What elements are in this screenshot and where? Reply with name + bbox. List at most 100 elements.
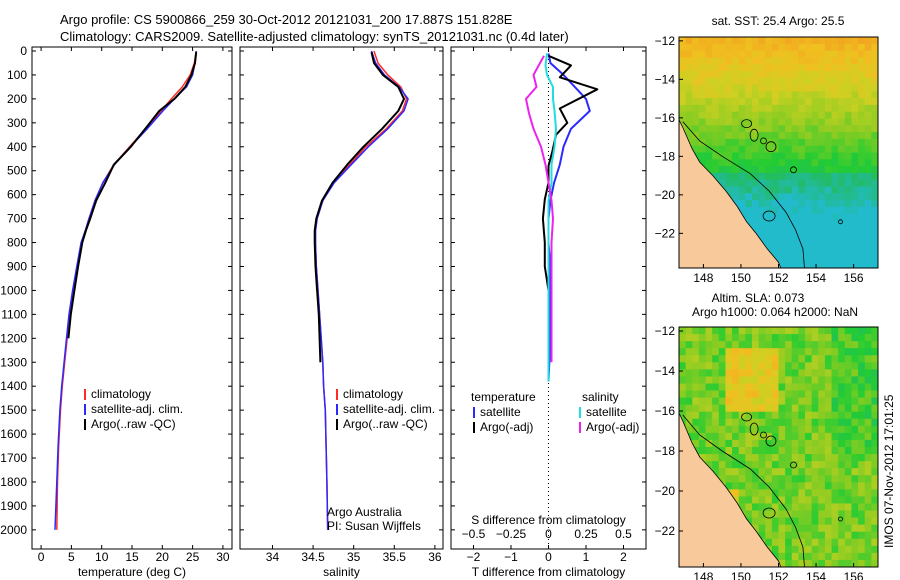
sla_map-cell — [844, 334, 853, 342]
sst_map-cell — [685, 84, 693, 92]
sla_map-cell — [811, 411, 819, 420]
sst_map-cell — [705, 132, 713, 140]
sst_map-cell — [838, 64, 846, 72]
sst_map-ytick-label: −20 — [655, 188, 676, 202]
sst_map-cell — [751, 111, 760, 120]
sla_map-cell — [805, 447, 813, 455]
sla_map-cell — [831, 545, 839, 554]
sla_map-cell — [712, 341, 720, 349]
sla_map-cell — [758, 482, 766, 490]
sla_map-cell — [791, 531, 799, 540]
sst_map-cell — [765, 118, 773, 126]
sst_map-cell — [838, 111, 846, 120]
sst_map-cell — [698, 84, 707, 92]
depth-tick-label: 2000 — [0, 523, 27, 537]
sla_map-cell — [791, 369, 799, 378]
sla_map-cell — [778, 454, 786, 462]
sst_map-cell — [765, 152, 773, 160]
sst_map-cell — [864, 50, 872, 58]
sla_map-cell — [765, 510, 773, 519]
sst_map-cell — [745, 193, 753, 201]
sst_map-cell — [712, 138, 720, 147]
sst_map-cell — [778, 111, 786, 120]
sst_map-cell — [745, 98, 753, 106]
sst_map-cell — [838, 200, 846, 208]
sst_map-cell — [798, 200, 806, 208]
sla_map-cell — [705, 383, 713, 392]
sla_map-cell — [751, 489, 760, 498]
sla_map-cell — [732, 425, 740, 434]
difference-xtick-label: 0 — [545, 550, 552, 564]
sla_map-cell — [758, 341, 766, 349]
sst_map-cell — [798, 50, 806, 58]
sst_map-cell — [805, 138, 813, 147]
sla_map-cell — [851, 376, 859, 385]
sst_map-cell — [751, 172, 760, 181]
sst_map-cell — [725, 64, 733, 72]
sla_map-cell — [692, 362, 700, 370]
sla_map-cell — [811, 404, 819, 413]
sla_map-cell — [718, 411, 727, 420]
sla_map-cell — [705, 355, 713, 363]
sst_map-cell — [778, 213, 786, 222]
sla_map-cell — [838, 390, 846, 399]
sla_map-cell — [705, 418, 713, 427]
sst_map-cell — [858, 206, 866, 215]
sla_map-cell — [705, 404, 713, 413]
sst_map-cell — [758, 98, 766, 106]
sla_map-cell — [831, 425, 839, 434]
sst_map-cell — [732, 77, 740, 86]
sla_map-cell — [818, 390, 826, 399]
sst_map-cell — [798, 220, 806, 228]
sla_map-cell — [831, 404, 839, 413]
sla_map-cell — [778, 376, 786, 385]
sst_map-cell — [858, 118, 866, 126]
temperature-xlabel: temperature (deg C) — [78, 565, 186, 579]
temperature-plot-frame — [31, 46, 233, 550]
sla_map-cell — [758, 334, 766, 342]
sst_map-cell — [791, 220, 799, 228]
sst_map-cell — [751, 145, 760, 154]
sst_map-cell — [718, 43, 727, 52]
sla_map-cell — [705, 447, 713, 455]
sst_map-cell — [791, 261, 799, 268]
sst_map-cell — [871, 37, 878, 45]
sst_map-cell — [685, 77, 693, 86]
sla_map-cell — [751, 369, 760, 378]
depth-tick-label: 1300 — [0, 355, 27, 369]
sla_map-cell — [685, 411, 693, 420]
sst_map-cell — [831, 234, 839, 242]
sla_map-cell — [871, 411, 878, 420]
sla_map-cell — [771, 531, 780, 540]
sst_map-cell — [798, 254, 806, 262]
sst_map-cell — [725, 43, 733, 52]
depth-tick-label: 1200 — [0, 331, 27, 345]
sst_map-cell — [798, 43, 806, 52]
sla_map-cell — [738, 468, 746, 476]
sla_map-cell — [824, 425, 833, 434]
sst_map-cell — [838, 138, 846, 147]
sla_map-cell — [871, 510, 878, 519]
sst_map-cell — [732, 118, 740, 126]
sst_map-cell — [844, 193, 853, 201]
sla_map-cell — [818, 447, 826, 455]
sla_map-cell — [791, 524, 799, 533]
sla_map-cell — [858, 496, 866, 505]
sla_map-cell — [864, 355, 872, 363]
sla_map-cell — [831, 348, 839, 356]
sst_map-reef-outline — [749, 128, 759, 142]
sla_map-reef-outline — [762, 507, 776, 519]
sla_map-cell — [698, 390, 707, 399]
sla_map-cell — [818, 355, 826, 363]
sst_map-xtick-label: 156 — [844, 271, 864, 285]
sst_map-cell — [791, 186, 799, 194]
sst_map-cell — [791, 227, 799, 235]
sst_map-cell — [685, 43, 693, 52]
sla_map-cell — [844, 489, 853, 498]
sla_map-cell — [811, 454, 819, 462]
difference-legend-title: temperature — [471, 390, 536, 404]
sst_map-cell — [732, 193, 740, 201]
sla_map-cell — [844, 376, 853, 385]
sst_map-cell — [712, 145, 720, 154]
sla_map-cell — [838, 383, 846, 392]
